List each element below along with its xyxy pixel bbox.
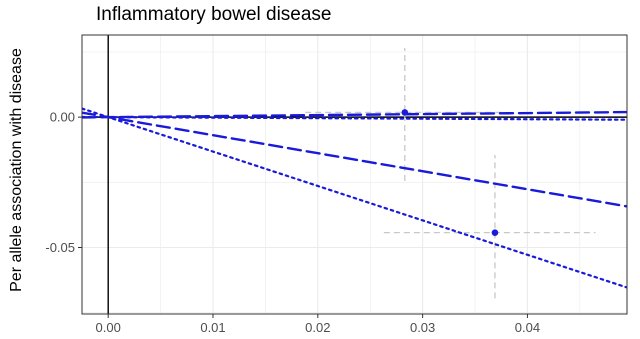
fit-line-2-dotted (82, 107, 627, 289)
data-points (401, 109, 499, 236)
panel-border (81, 34, 628, 315)
x-tick-label: 0.01 (200, 320, 225, 335)
y-tick-label: 0.00 (50, 110, 75, 125)
y-tick-label: -0.05 (45, 240, 75, 255)
tick-layer: 0.00 0.01 0.02 0.03 0.04 0.00 -0.05 (45, 110, 540, 335)
x-tick-label: 0.04 (515, 320, 540, 335)
grid-layer (82, 35, 627, 314)
reference-lines (82, 35, 627, 314)
chart-title: Inflammatory bowel disease (96, 4, 332, 25)
data-point-2 (491, 229, 499, 236)
error-bars (305, 48, 596, 299)
x-tick-label: 0.02 (305, 320, 330, 335)
fit-line-1-dashed (82, 111, 627, 208)
fit-line-4-dashed (82, 110, 627, 119)
fit-line-3-dotted (82, 115, 627, 121)
data-point-1 (401, 109, 409, 116)
fit-lines (82, 107, 627, 289)
x-tick-label: 0.03 (410, 320, 435, 335)
x-tick-label: 0.00 (96, 320, 121, 335)
